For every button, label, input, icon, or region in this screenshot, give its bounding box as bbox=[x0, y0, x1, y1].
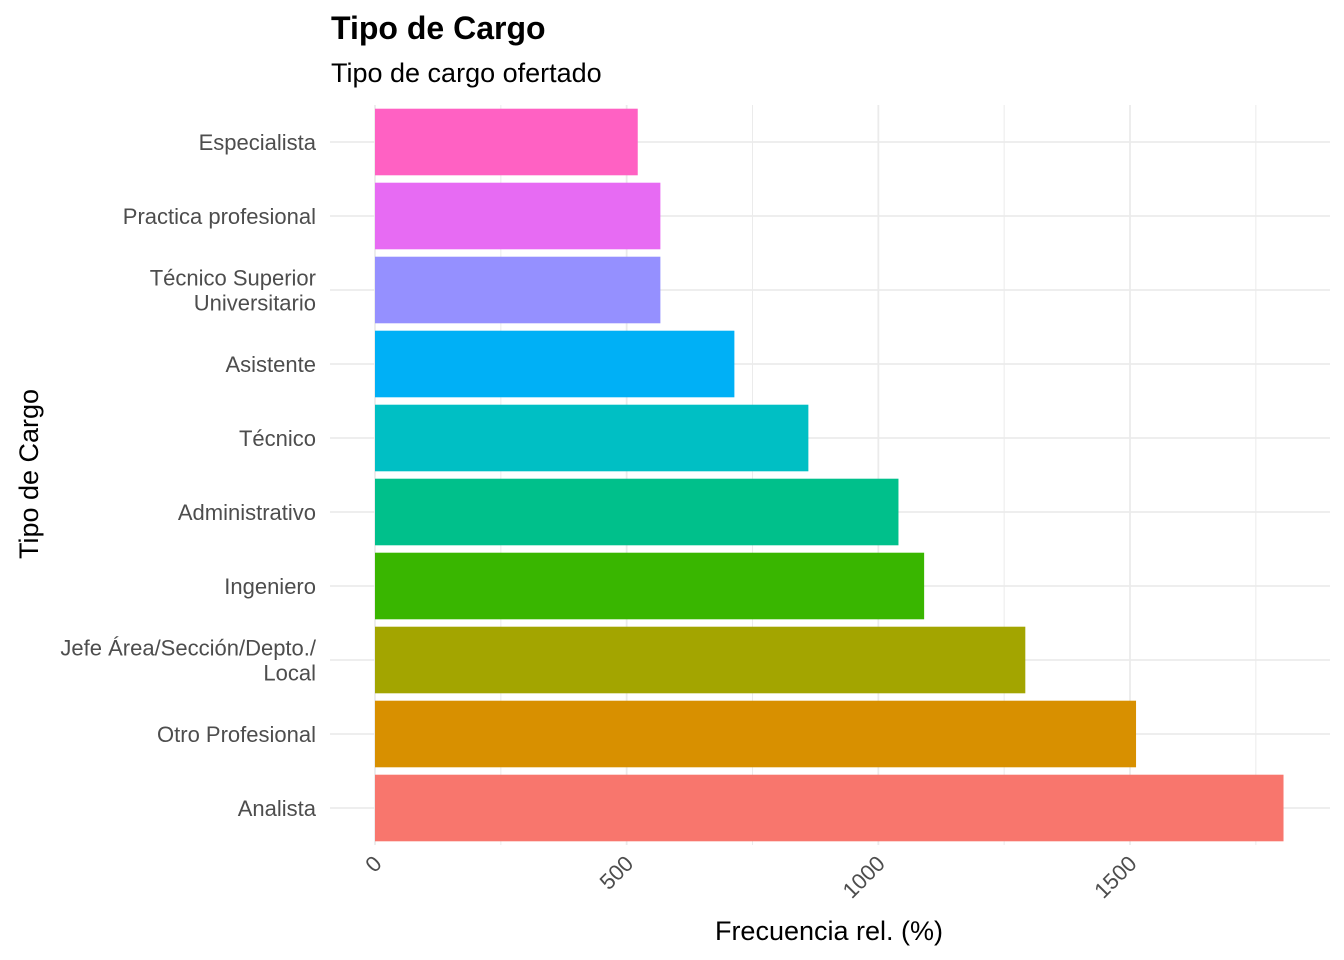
y-tick-label: Asistente bbox=[226, 352, 317, 377]
y-tick-label: Administrativo bbox=[178, 500, 316, 525]
chart-title: Tipo de Cargo bbox=[331, 10, 546, 46]
bar bbox=[375, 182, 661, 250]
x-tick-label: 0 bbox=[360, 851, 386, 877]
x-tick-label: 1500 bbox=[1089, 851, 1141, 903]
bar bbox=[375, 478, 899, 546]
chart-subtitle: Tipo de cargo ofertado bbox=[331, 58, 602, 88]
y-tick-label: Ingeniero bbox=[224, 574, 316, 599]
bar bbox=[375, 626, 1026, 694]
bar bbox=[375, 256, 661, 324]
y-tick-label: Practica profesional bbox=[123, 204, 316, 229]
bar bbox=[375, 700, 1137, 768]
y-tick-label: Otro Profesional bbox=[157, 722, 316, 747]
x-tick-label: 500 bbox=[595, 851, 639, 895]
y-tick-label: Jefe Área/Sección/Depto./Local bbox=[60, 636, 316, 686]
bar bbox=[375, 552, 925, 620]
grid bbox=[330, 105, 1330, 845]
bar bbox=[375, 108, 638, 176]
x-tick-labels: 0 500 1000 1500 bbox=[360, 851, 1141, 903]
x-axis-title: Frecuencia rel. (%) bbox=[715, 916, 943, 946]
y-tick-label: Especialista bbox=[199, 130, 317, 155]
x-tick-label: 1000 bbox=[838, 851, 890, 903]
bar bbox=[375, 404, 809, 472]
bar bbox=[375, 330, 735, 398]
y-tick-label: Técnico bbox=[239, 426, 316, 451]
y-tick-label: Analista bbox=[238, 796, 317, 821]
y-axis-title: Tipo de Cargo bbox=[14, 389, 44, 559]
bar bbox=[375, 774, 1284, 842]
bars bbox=[375, 108, 1284, 842]
y-tick-label: Técnico Superior Universitario bbox=[150, 266, 316, 316]
y-tick-labels: Especialista Practica profesional Técnico … bbox=[60, 130, 316, 821]
